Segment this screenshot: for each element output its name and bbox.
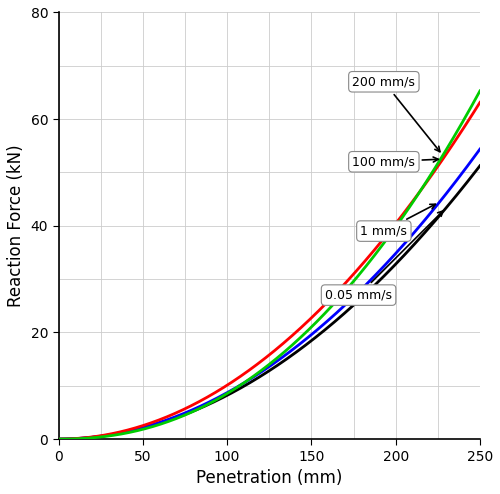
Y-axis label: Reaction Force (kN): Reaction Force (kN) bbox=[7, 144, 25, 307]
Text: 0.05 mm/s: 0.05 mm/s bbox=[325, 211, 443, 302]
Text: 200 mm/s: 200 mm/s bbox=[352, 75, 440, 152]
X-axis label: Penetration (mm): Penetration (mm) bbox=[196, 469, 342, 487]
Text: 1 mm/s: 1 mm/s bbox=[360, 204, 436, 238]
Text: 100 mm/s: 100 mm/s bbox=[352, 155, 438, 168]
